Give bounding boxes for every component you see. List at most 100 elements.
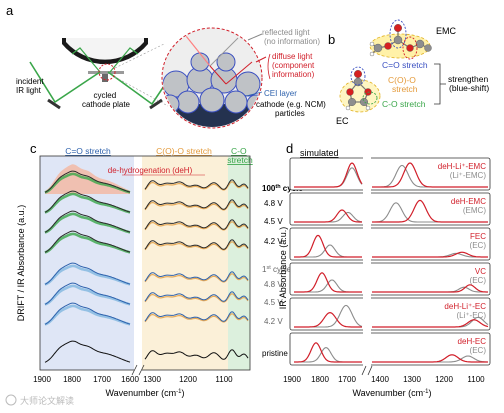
- carbon-atom: [393, 35, 403, 45]
- v100-42: 4.2 V: [264, 237, 283, 246]
- v100-48: 4.8 V: [264, 199, 283, 208]
- spectrum-highlight: [44, 172, 131, 194]
- spectrum-line-left: [44, 302, 131, 325]
- panel-d-letter: d: [286, 141, 293, 156]
- watermark-icon: [5, 394, 17, 406]
- sim-box-frame: [289, 192, 491, 226]
- oxygen-atom: [346, 88, 354, 96]
- red-spectrum-right: [372, 319, 489, 328]
- hydrogen-atom: [345, 105, 351, 111]
- spectrum-line-left: [44, 230, 131, 253]
- plate-holder: [102, 74, 108, 82]
- sim-box: deH-Li⁺-EMC(Li⁺-EMC): [289, 157, 491, 191]
- particle: [235, 71, 261, 97]
- sim-axis-break: [363, 192, 371, 226]
- sim-box-frame: [289, 297, 491, 331]
- c-tick-1200: 1200: [179, 375, 197, 384]
- d-tick-1100: 1100: [467, 375, 485, 384]
- carbon-atom: [415, 39, 425, 49]
- band-c-o-label: C-O stretch: [227, 146, 253, 165]
- sim-box-frame: [289, 262, 491, 296]
- c-tick-1900: 1900: [33, 375, 51, 384]
- spectrum-row: [44, 230, 249, 254]
- diffuse-arrow: [255, 56, 267, 63]
- ray-reflect: [209, 37, 239, 67]
- spectrum-line-left: [44, 170, 131, 193]
- d-tick-1300: 1300: [403, 375, 421, 384]
- red-spectrum-right: [372, 199, 488, 223]
- spectrum-line-left: [44, 210, 131, 233]
- d-tick-1800: 1800: [311, 375, 329, 384]
- sim-label-gray: (EC): [470, 276, 487, 285]
- dehydro-label: de-hydrogenation (deH): [108, 166, 193, 175]
- cathode-plate: [88, 71, 124, 74]
- spectrum-line-left: [44, 190, 131, 213]
- red-spectrum-right: [372, 162, 488, 188]
- emc-label: EMC: [436, 26, 457, 36]
- sim-box: FEC(EC): [289, 227, 491, 261]
- sim-label-red: deH-EMC: [451, 197, 486, 206]
- red-spectrum-left: [294, 162, 363, 188]
- spectrum-line-right: [144, 271, 249, 282]
- axis-break-c: [134, 365, 142, 375]
- hydrogen-atom: [369, 41, 375, 47]
- spectrum-orange: [144, 313, 249, 323]
- c-tick-1100: 1100: [215, 375, 233, 384]
- strengthen-bracket: [434, 63, 446, 105]
- carbon-atom: [360, 97, 369, 106]
- red-spectrum-left: [294, 272, 362, 293]
- sim-box: deH-EMC(EMC): [289, 192, 491, 226]
- panel-b-letter: b: [328, 32, 335, 47]
- cei-label: CEI layer: [264, 89, 297, 98]
- carbon-atom: [348, 97, 357, 106]
- spectrum-line-right: [144, 311, 249, 322]
- spectrum-line-left: [44, 340, 131, 363]
- spectrum-line-left: [44, 262, 131, 285]
- panel-d-xlabel: Wavenumber (cm-1): [352, 388, 431, 398]
- spectrum-highlight: [44, 212, 131, 234]
- watermark-text: 大师论文解读: [20, 395, 74, 406]
- spectrum-line-right: [144, 349, 249, 360]
- v1-48: 4.8 V: [264, 280, 283, 289]
- emc-coo-ring: [402, 36, 418, 60]
- sim-box-frame: [289, 157, 491, 191]
- pristine-label: pristine: [262, 349, 288, 358]
- c-tick-1600: 1600: [121, 375, 139, 384]
- band-co-label: C=O stretch: [65, 146, 111, 156]
- spectrum-row: [44, 164, 249, 194]
- c-tick-1800: 1800: [63, 375, 81, 384]
- sim-label-gray: (Li⁺-EMC): [450, 171, 487, 180]
- red-spectrum-left: [294, 311, 362, 328]
- scatter-beam-2: [109, 47, 139, 73]
- red-spectrum-right: [372, 284, 488, 293]
- particle: [216, 52, 236, 72]
- particle: [224, 90, 248, 114]
- incident-label: incident IR light: [16, 77, 46, 95]
- d-tick-1700: 1700: [338, 375, 356, 384]
- sim-axis-break: [363, 227, 371, 261]
- spectrum-highlight: [44, 232, 131, 254]
- oxygen-atom: [354, 69, 363, 78]
- spectrum-highlight: [44, 304, 131, 326]
- ec-molecule: [345, 69, 372, 111]
- spectrum-row: [44, 262, 249, 286]
- c-tick-1300: 1300: [143, 375, 161, 384]
- red-spectrum-right: [372, 354, 488, 363]
- panel-d-boxes: deH-Li⁺-EMC(Li⁺-EMC)deH-EMC(EMC)FEC(EC)V…: [289, 157, 491, 376]
- sim-label-gray: (Li⁺-EC): [456, 311, 486, 320]
- cathode-label: cathode (e.g. NCM) particles: [256, 100, 328, 118]
- panel-c-ylabel: DRIFT / IR Absorbance (a.u.): [16, 205, 26, 321]
- spectrum-row: [44, 302, 249, 326]
- reflect-arrow: [247, 33, 263, 41]
- sim-box: VC(EC): [289, 262, 491, 296]
- mirror-right: [149, 98, 163, 110]
- band-coo: [142, 156, 228, 370]
- panel-c-xlabel: Wavenumber (cm-1): [105, 388, 184, 398]
- axis-break-mark-d2: [367, 365, 373, 376]
- panel-a-letter: a: [6, 3, 14, 18]
- panel-c-letter: c: [30, 141, 37, 156]
- sim-box-frame: [289, 227, 491, 261]
- spectrum-orange: [144, 273, 249, 283]
- cei-arrow: [245, 91, 263, 97]
- panel-c-frame: [39, 155, 251, 371]
